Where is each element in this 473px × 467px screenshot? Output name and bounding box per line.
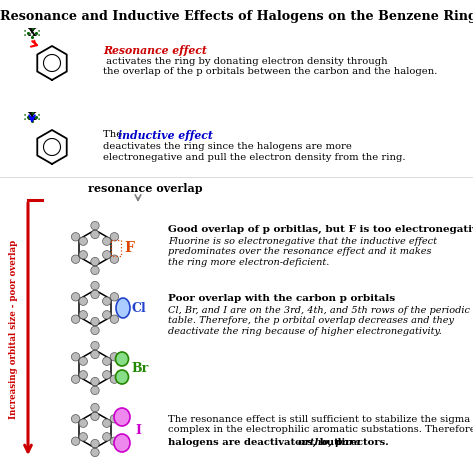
Circle shape [91,266,99,275]
Circle shape [91,318,99,326]
Circle shape [71,315,80,324]
Ellipse shape [114,434,130,452]
Circle shape [71,233,80,241]
Circle shape [110,255,119,263]
Circle shape [71,293,80,301]
Text: Cl: Cl [131,302,146,314]
Text: electronegative and pull the electron density from the ring.: electronegative and pull the electron de… [103,153,405,162]
Text: activates the ring by donating electron density through
the overlap of the p orb: activates the ring by donating electron … [103,57,438,77]
Ellipse shape [115,370,129,384]
Circle shape [110,375,119,383]
Circle shape [91,377,99,386]
Circle shape [110,315,119,324]
Text: Good overlap of p orbitlas, but F is too electronegative: Good overlap of p orbitlas, but F is too… [168,225,473,234]
Circle shape [103,357,111,365]
Circle shape [103,371,111,379]
Circle shape [71,353,80,361]
Circle shape [91,230,99,239]
Circle shape [110,415,119,423]
Circle shape [79,311,88,319]
Circle shape [103,237,111,245]
Circle shape [79,297,88,305]
Circle shape [79,432,88,441]
Text: The: The [103,130,125,139]
Text: ortho, para: ortho, para [298,438,360,447]
Text: Fluorine is so electronegative that the inductive effect
predominates over the r: Fluorine is so electronegative that the … [168,237,437,267]
Text: :: : [23,111,27,123]
Ellipse shape [114,408,130,426]
Circle shape [91,257,99,266]
Text: Resonance effect: Resonance effect [103,45,207,56]
Circle shape [110,233,119,241]
Circle shape [110,293,119,301]
Circle shape [71,437,80,446]
Ellipse shape [116,298,130,318]
Circle shape [103,251,111,259]
Circle shape [103,297,111,305]
Circle shape [91,448,99,457]
Text: Cl, Br, and I are on the 3rd, 4th, and 5th rows of the periodic
table. Therefore: Cl, Br, and I are on the 3rd, 4th, and 5… [168,306,470,336]
Circle shape [79,237,88,245]
Circle shape [91,439,99,448]
Circle shape [71,415,80,423]
Text: deactivates the ring since the halogens are more: deactivates the ring since the halogens … [103,142,352,151]
Text: I: I [135,424,141,437]
Text: resonance overlap: resonance overlap [88,183,202,194]
Text: :: : [37,111,41,123]
Ellipse shape [115,352,129,366]
Circle shape [79,251,88,259]
Circle shape [71,375,80,383]
Text: F: F [124,241,134,255]
Circle shape [91,326,99,335]
Text: X: X [28,28,36,38]
Circle shape [91,282,99,290]
Text: The resonance effect is still sufficient to stabilize the sigma
complex in the e: The resonance effect is still sufficient… [168,415,473,434]
Text: inductive effect: inductive effect [118,130,213,141]
Text: Poor overlap with the carbon p orbitals: Poor overlap with the carbon p orbitals [168,294,395,303]
Circle shape [79,371,88,379]
Circle shape [110,437,119,446]
Circle shape [91,412,99,421]
Circle shape [103,311,111,319]
Text: Increasing orbital size - poor overlap: Increasing orbital size - poor overlap [9,240,18,418]
Circle shape [110,353,119,361]
Circle shape [103,432,111,441]
Text: X: X [28,112,36,122]
Circle shape [103,419,111,427]
Circle shape [91,386,99,395]
Circle shape [91,290,99,298]
Text: Br: Br [131,361,148,375]
Circle shape [91,341,99,350]
Text: Resonance and Inductive Effects of Halogens on the Benzene Ring: Resonance and Inductive Effects of Halog… [0,10,473,23]
Text: :: : [37,27,41,40]
Circle shape [71,255,80,263]
Circle shape [79,357,88,365]
Circle shape [91,221,99,230]
Text: halogens are deactivators, but: halogens are deactivators, but [168,438,342,447]
Circle shape [79,419,88,427]
Text: :: : [23,27,27,40]
Circle shape [91,350,99,359]
Circle shape [91,403,99,412]
Text: directors.: directors. [331,438,389,447]
